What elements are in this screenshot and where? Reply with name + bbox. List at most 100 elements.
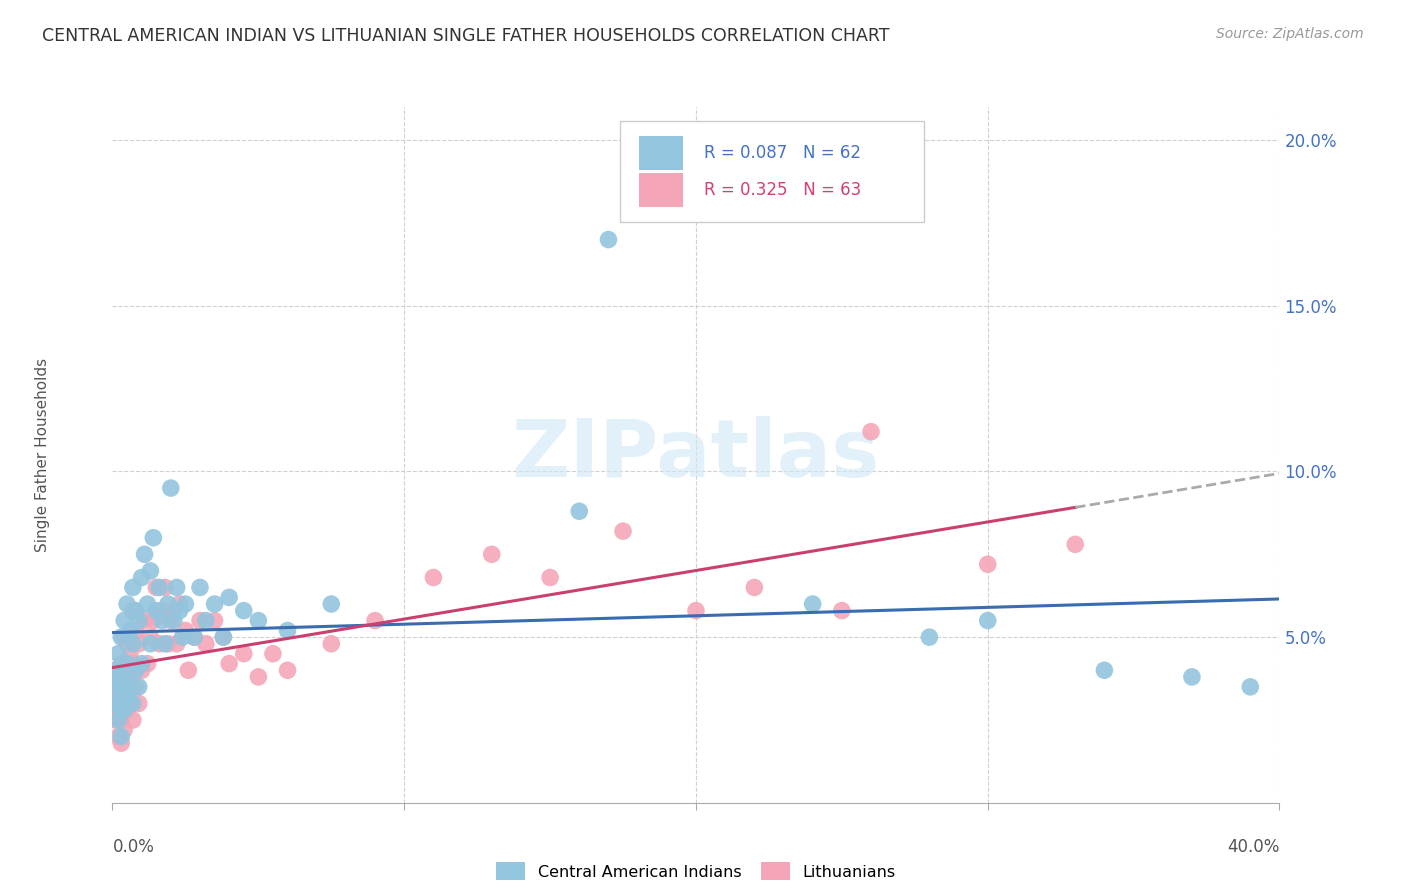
Point <box>107 703 129 717</box>
Point <box>131 663 153 677</box>
Point <box>169 604 191 618</box>
Text: ZIPatlas: ZIPatlas <box>512 416 880 494</box>
Point <box>976 614 998 628</box>
Point <box>321 637 343 651</box>
Point <box>110 713 132 727</box>
Point <box>194 637 217 651</box>
Point <box>166 637 188 651</box>
Text: 0.0%: 0.0% <box>112 838 155 855</box>
Point <box>110 736 132 750</box>
Bar <box>638 136 683 169</box>
Point <box>194 614 217 628</box>
Point <box>136 657 159 671</box>
Point <box>160 481 183 495</box>
Point <box>107 713 129 727</box>
Point <box>131 657 153 671</box>
Point <box>128 614 150 628</box>
Point <box>139 564 162 578</box>
Point <box>160 614 183 628</box>
Point <box>183 630 205 644</box>
Point <box>125 680 148 694</box>
Point <box>685 604 707 618</box>
Point <box>145 604 167 618</box>
Point <box>112 630 135 644</box>
Point <box>112 680 135 694</box>
Point <box>150 614 173 628</box>
Point <box>801 597 824 611</box>
Text: CENTRAL AMERICAN INDIAN VS LITHUANIAN SINGLE FATHER HOUSEHOLDS CORRELATION CHART: CENTRAL AMERICAN INDIAN VS LITHUANIAN SI… <box>42 27 890 45</box>
Point <box>163 614 186 628</box>
Point <box>107 697 129 711</box>
Legend: Central American Indians, Lithuanians: Central American Indians, Lithuanians <box>492 857 900 885</box>
Point <box>422 570 444 584</box>
Point <box>136 597 159 611</box>
Point <box>125 663 148 677</box>
Point <box>125 624 148 638</box>
Point <box>166 581 188 595</box>
Point <box>110 630 132 644</box>
Point <box>107 647 129 661</box>
Point <box>232 647 254 661</box>
Point <box>204 597 226 611</box>
Point <box>142 531 165 545</box>
Point <box>112 670 135 684</box>
Point <box>128 697 150 711</box>
Point <box>107 670 129 684</box>
Text: Source: ZipAtlas.com: Source: ZipAtlas.com <box>1216 27 1364 41</box>
Point <box>148 581 170 595</box>
Point <box>172 630 194 644</box>
Point <box>128 680 150 694</box>
Point <box>276 624 298 638</box>
Point <box>128 637 150 651</box>
Point <box>110 703 132 717</box>
Point <box>115 597 138 611</box>
Point <box>204 614 226 628</box>
Point <box>212 630 235 644</box>
Point <box>1181 670 1204 684</box>
Point <box>831 604 853 618</box>
Point <box>115 690 138 704</box>
Text: 40.0%: 40.0% <box>1227 838 1279 855</box>
Point <box>115 670 138 684</box>
Point <box>598 233 620 247</box>
Point <box>918 630 941 644</box>
Point <box>188 614 211 628</box>
Point <box>177 663 200 677</box>
Point <box>125 604 148 618</box>
Point <box>156 637 179 651</box>
Point <box>104 663 127 677</box>
FancyBboxPatch shape <box>620 121 924 222</box>
Text: R = 0.325   N = 63: R = 0.325 N = 63 <box>704 181 862 199</box>
Text: R = 0.087   N = 62: R = 0.087 N = 62 <box>704 144 860 162</box>
Point <box>122 657 145 671</box>
Point <box>568 504 591 518</box>
Point <box>976 558 998 572</box>
Point <box>110 690 132 704</box>
Point <box>110 680 132 694</box>
Point <box>139 630 162 644</box>
Point <box>112 614 135 628</box>
Point <box>118 647 141 661</box>
Point <box>153 581 176 595</box>
Point <box>112 723 135 737</box>
Point <box>104 697 127 711</box>
Point <box>364 614 387 628</box>
Point <box>107 730 129 744</box>
Point <box>218 657 240 671</box>
Point <box>218 591 240 605</box>
Point <box>1092 663 1115 677</box>
Point <box>104 697 127 711</box>
Point <box>163 604 186 618</box>
Point <box>481 547 503 561</box>
Point <box>134 547 156 561</box>
Point <box>183 630 205 644</box>
Point <box>188 581 211 595</box>
Point <box>115 637 138 651</box>
Point <box>247 670 270 684</box>
Point <box>122 581 145 595</box>
Point <box>742 581 765 595</box>
Point <box>122 697 145 711</box>
Point <box>142 614 165 628</box>
Point <box>118 697 141 711</box>
Point <box>139 637 162 651</box>
